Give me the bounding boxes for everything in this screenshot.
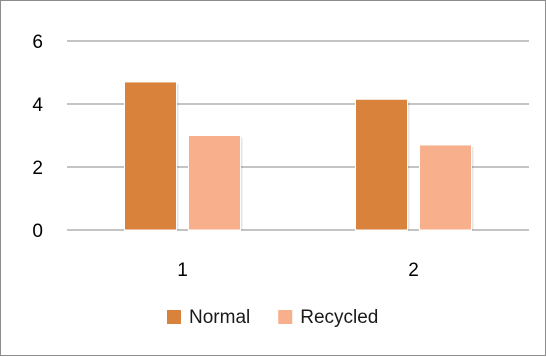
legend-swatch-recycled	[278, 310, 293, 324]
y-tick-label: 2	[32, 158, 43, 179]
bar-normal-2	[355, 98, 408, 231]
legend: Normal Recycled	[167, 307, 378, 328]
bar-recycled-2	[419, 144, 472, 231]
legend-label-normal: Normal	[189, 307, 250, 328]
y-tick-label: 0	[32, 221, 43, 242]
x-tick-label: 2	[408, 260, 419, 281]
y-tick-label: 4	[32, 95, 43, 116]
legend-swatch-normal	[167, 310, 181, 324]
y-axis-ticks: 0 2 4 6	[32, 32, 43, 242]
x-tick-label: 1	[177, 260, 188, 281]
bar-recycled-1	[188, 135, 241, 231]
bar-normal-1	[124, 81, 177, 231]
bars	[124, 81, 474, 231]
y-tick-label: 6	[32, 32, 43, 53]
legend-label-recycled: Recycled	[300, 307, 378, 328]
